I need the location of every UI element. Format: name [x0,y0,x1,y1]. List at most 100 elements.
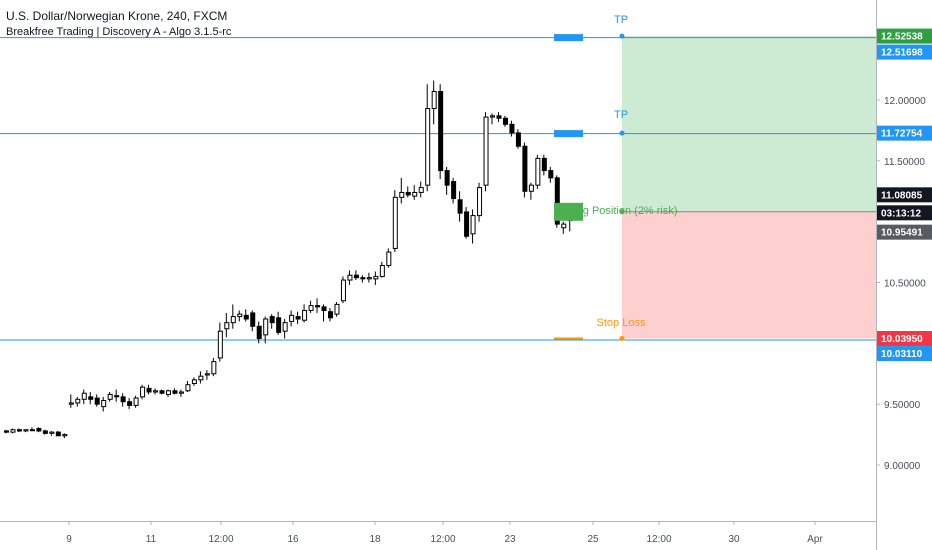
candle-body [340,279,346,302]
candle-body [120,396,126,403]
profit-zone[interactable] [622,36,876,212]
candle-body [127,401,133,406]
candle-body [16,429,22,432]
position-handle[interactable] [619,209,625,215]
candle-body [302,309,308,321]
candle-body [62,434,68,437]
candle-body [457,199,463,214]
candle-body [451,181,457,200]
candle-body [308,305,314,311]
price-tag [877,224,932,240]
position-handle[interactable] [619,33,625,39]
loss-zone[interactable] [622,211,876,339]
time-tick-label: 25 [587,534,599,545]
tp-marker-lower [554,130,583,138]
candle-body [250,312,256,327]
candle-body [224,322,230,330]
candle-body [328,311,333,319]
candle-body [295,316,301,320]
candle-body [237,313,243,318]
candle-body [172,390,178,394]
candle-body [535,157,541,186]
price-tick-label: 9.00000 [884,461,921,472]
candle-body [23,429,29,432]
candle-body [256,325,262,339]
candle-body [243,314,249,320]
position-annotations: TP TP Long Position (2% risk) Stop Loss [554,14,678,341]
time-tick-label: 11 [146,534,157,545]
time-tick-label: 12:00 [430,534,455,545]
candle-body [554,177,560,225]
price-tag [877,28,932,44]
candle-body [42,430,48,434]
candle-body [515,132,521,147]
candle-body [561,223,567,229]
candle-body [133,397,139,406]
candle-body [438,90,444,172]
candle-body [198,375,204,381]
candle-body [230,316,236,324]
candle-body [55,431,61,437]
candle-body [263,318,269,336]
candle-body [101,400,107,408]
candle-body [334,303,340,315]
time-tick-label: 12:00 [646,534,671,545]
candle-body [483,116,489,186]
candle-body [548,170,554,179]
time-tick-label: 12:00 [208,534,233,545]
candle-body [114,395,120,398]
candle-body [282,322,288,332]
candle-body [490,115,495,118]
candle-body [159,390,165,394]
candle-body [276,317,282,333]
candle-body [88,396,94,400]
candle-body [204,373,210,376]
candle-body [217,330,223,359]
price-tags: 12.52538 12.51698 11.72754 11.08085 03:13:12… [877,28,932,362]
candle-body [496,115,502,119]
price-tag [877,346,932,362]
candle-body [315,305,321,308]
candle-body [166,390,171,395]
price-tag [877,205,932,221]
price-tick-label: 11.50000 [884,157,925,168]
position-handle[interactable] [619,335,625,341]
candle-body [366,277,372,280]
candle-body [502,117,508,125]
stop-marker [554,337,583,340]
position-zones [622,36,876,339]
time-tick-label: Apr [807,534,823,545]
candle-body [477,187,483,217]
candle-body [153,390,159,393]
time-tick-label: 9 [66,534,72,545]
price-tag [877,331,932,347]
candles [4,80,573,439]
price-tick-label: 9.50000 [884,400,921,411]
candle-body [29,429,35,432]
candle-body [528,184,534,192]
candle-body [75,398,81,404]
price-tag-label: 10.03950 [881,334,923,345]
candle-body [405,191,411,196]
candle-body [464,211,470,237]
candle-body [107,393,113,400]
price-tag-label: 03:13:12 [881,208,921,219]
symbol-title: U.S. Dollar/Norwegian Krone, 240, FXCM [6,9,228,23]
position-handle[interactable] [619,130,625,136]
price-tag-label: 11.72754 [881,129,923,140]
entry-marker [554,202,583,221]
candle-body [178,391,184,394]
candle-body [94,397,100,405]
tp-marker-upper [554,34,583,42]
candle-body [347,274,353,281]
candle-body [392,196,398,249]
candle-body [191,379,197,384]
candle-body [269,316,275,324]
candle-body [68,402,74,405]
candle-body [431,90,437,110]
candle-body [353,274,359,279]
candle-body [399,191,405,198]
tp-label-upper: TP [614,14,628,26]
